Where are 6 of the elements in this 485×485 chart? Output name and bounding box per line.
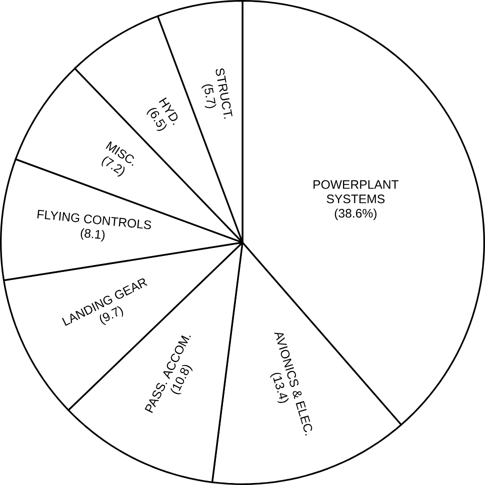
data-label: (38.6%) <box>334 208 376 220</box>
data-label: (5.7) <box>202 84 216 108</box>
data-label: (8.1) <box>80 228 105 242</box>
slice-label: FLYING CONTROLS <box>37 210 152 230</box>
slice-label: STRUCT. <box>216 68 232 119</box>
slice-label: POWERPLANT SYSTEMS <box>314 180 399 204</box>
